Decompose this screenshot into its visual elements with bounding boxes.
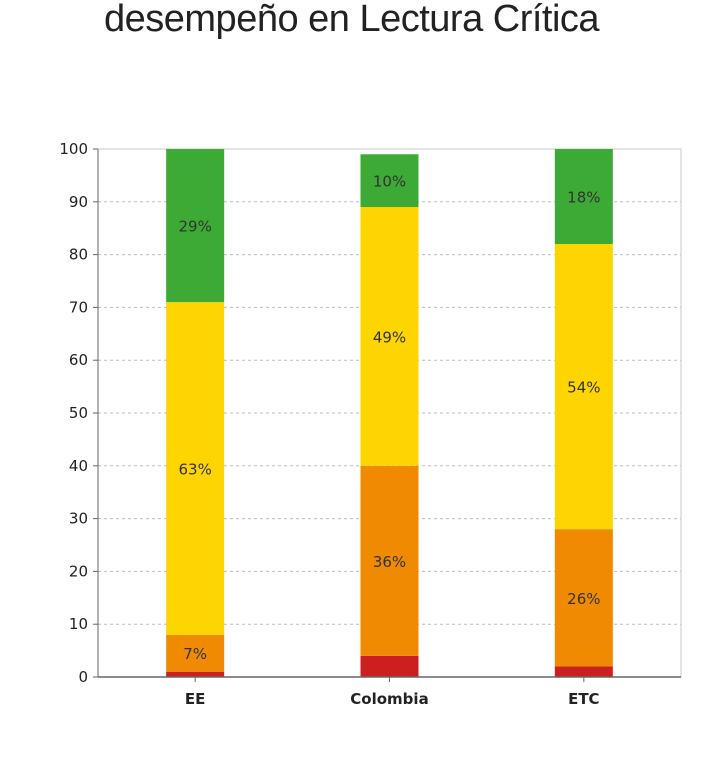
data-label: 7% — [183, 645, 207, 663]
y-tick-label: 80 — [69, 246, 88, 264]
bar-segment — [554, 244, 613, 530]
data-label: 54% — [567, 379, 600, 397]
bar-segment — [166, 671, 225, 677]
y-tick-label: 90 — [69, 193, 88, 211]
bar-segment — [166, 634, 225, 672]
data-label: 29% — [178, 218, 211, 236]
bar-segment — [166, 302, 225, 635]
data-label: 36% — [373, 553, 406, 571]
bar-segment — [554, 666, 613, 677]
x-category-label: ETC — [568, 690, 600, 708]
y-tick-label: 100 — [59, 140, 88, 158]
bar-segment — [360, 154, 419, 208]
bar-segment — [166, 149, 225, 303]
x-category-label: EE — [185, 690, 206, 708]
bar-segment — [360, 207, 419, 466]
data-label: 10% — [373, 173, 406, 191]
bar-segment — [360, 655, 419, 677]
bar-segment — [360, 465, 419, 656]
bar-segment — [554, 149, 613, 245]
data-label: 63% — [178, 460, 211, 478]
bar-segment — [554, 529, 613, 667]
data-label: 18% — [567, 189, 600, 207]
y-axis: 0 10 20 30 40 50 60 70 80 90 100 — [59, 140, 99, 686]
data-label: 26% — [567, 590, 600, 608]
y-tick-label: 40 — [69, 457, 88, 475]
x-category-label: Colombia — [350, 690, 428, 708]
chart-title: desempeño en Lectura Crítica — [104, 0, 600, 40]
x-axis: EE Colombia ETC — [98, 676, 681, 708]
y-tick-label: 20 — [69, 562, 88, 580]
y-tick-label: 30 — [69, 510, 88, 528]
y-tick-label: 50 — [69, 404, 88, 422]
y-tick-label: 70 — [69, 298, 88, 316]
y-tick-label: 0 — [78, 668, 88, 686]
y-tick-label: 60 — [69, 351, 88, 369]
bars: 7% 63% 29% 36% 49% 10% 26% 54% 18% — [166, 149, 613, 677]
data-label: 49% — [373, 328, 406, 346]
y-tick-label: 10 — [69, 615, 88, 633]
